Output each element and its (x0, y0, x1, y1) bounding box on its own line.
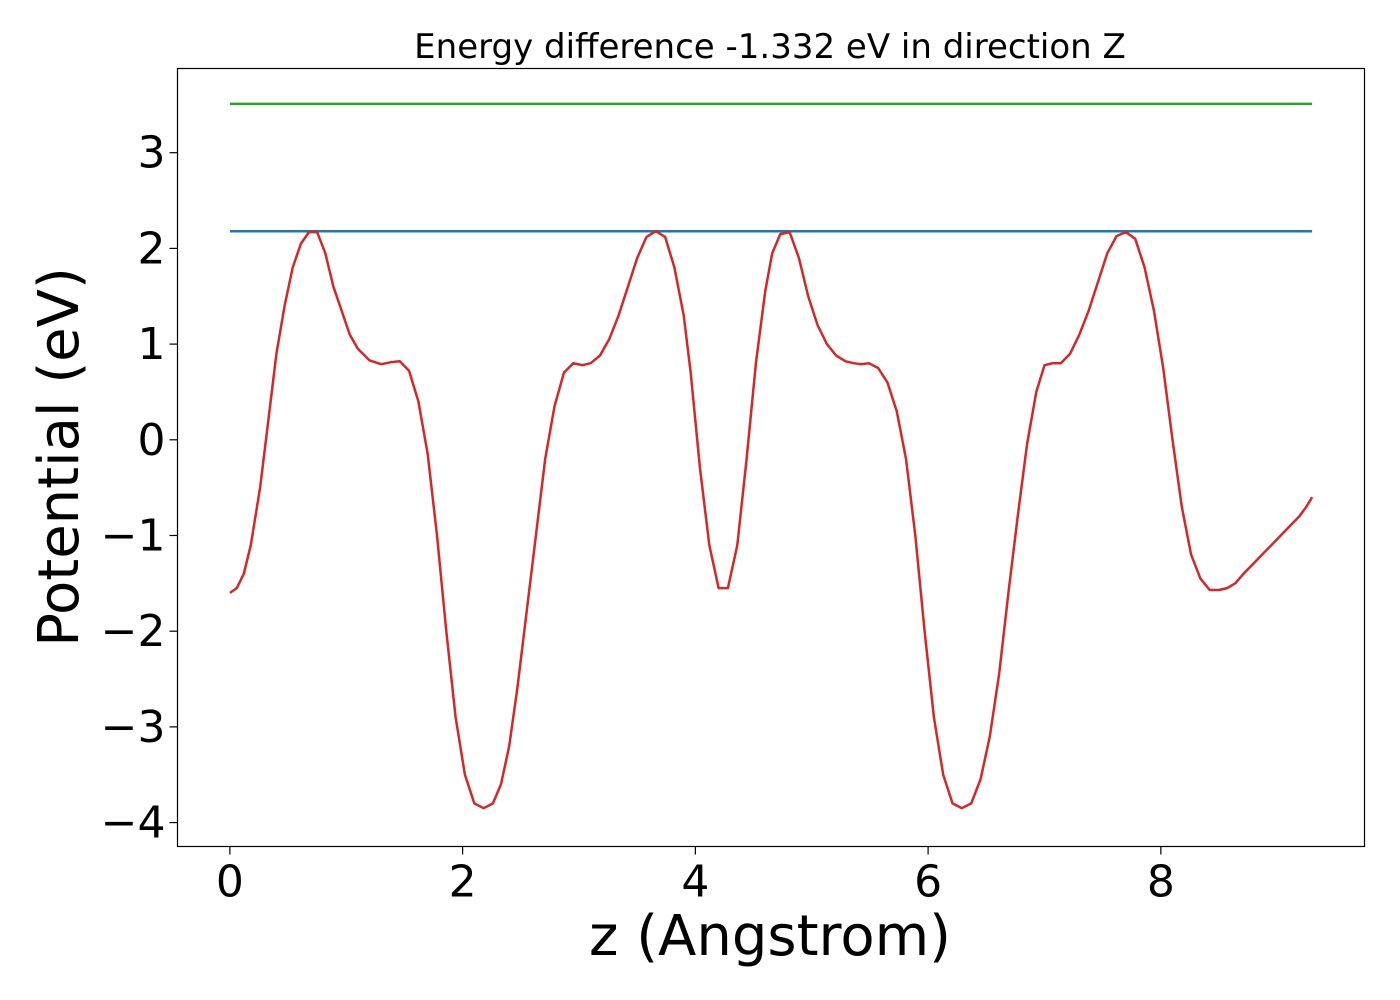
x-axis-label: z (Angstrom) (589, 904, 951, 969)
y-axis-ticks: −4 −3 −2 −1 0 1 2 3 (101, 128, 178, 849)
x-tick-label: 8 (1147, 857, 1175, 908)
x-tick-label: 6 (914, 857, 942, 908)
x-axis-ticks: 0 2 4 6 8 (216, 846, 1175, 908)
y-tick-label: 1 (138, 319, 166, 370)
y-tick-label: −4 (101, 798, 166, 849)
x-tick-label: 0 (216, 857, 244, 908)
y-tick-label: 0 (138, 415, 166, 466)
plot-frame (176, 67, 1366, 848)
y-axis-label: Potential (eV) (27, 267, 92, 647)
y-tick-label: 3 (138, 128, 166, 179)
y-tick-label: −3 (101, 702, 166, 753)
chart-title: Energy difference -1.332 eV in direction… (414, 27, 1126, 67)
series-layer (229, 102, 1314, 810)
y-tick-label: 2 (138, 223, 166, 274)
y-tick-label: −1 (101, 510, 166, 561)
series-line-3 (229, 229, 1314, 810)
y-tick-label: −2 (101, 606, 166, 657)
x-tick-label: 2 (449, 857, 477, 908)
x-tick-label: 4 (681, 857, 709, 908)
